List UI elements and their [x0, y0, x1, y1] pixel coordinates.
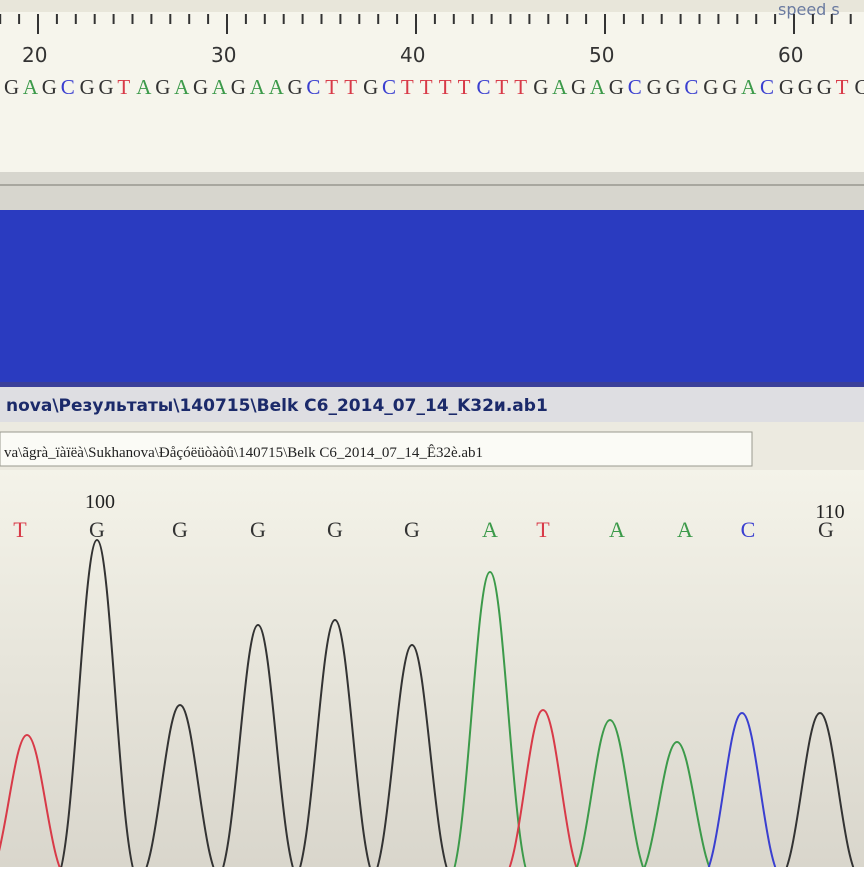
base: G [288, 75, 303, 99]
base: A [136, 75, 152, 99]
base: T [420, 75, 433, 99]
path-bar-edge [0, 382, 864, 387]
title-area [0, 210, 864, 382]
base-call: A [609, 517, 625, 542]
base: C [760, 75, 774, 99]
base: A [590, 75, 606, 99]
base: T [514, 75, 527, 99]
base: C [684, 75, 698, 99]
base-call: G [172, 517, 188, 542]
base-call: G [327, 517, 343, 542]
base: A [23, 75, 39, 99]
base: T [325, 75, 338, 99]
base: T [401, 75, 414, 99]
base: C [61, 75, 75, 99]
base-call: T [536, 517, 550, 542]
base-call: T [13, 517, 27, 542]
base: G [99, 75, 114, 99]
base: G [4, 75, 19, 99]
base: A [250, 75, 266, 99]
speed-label: speed s [778, 0, 840, 19]
base: G [193, 75, 208, 99]
base: G [722, 75, 737, 99]
base-call: C [741, 517, 756, 542]
toolbar [0, 0, 864, 12]
position-label: 100 [85, 491, 115, 513]
ruler-label: 60 [778, 43, 803, 67]
base: G [42, 75, 57, 99]
base: C [382, 75, 396, 99]
base: G [363, 75, 378, 99]
base: C [477, 75, 491, 99]
path-title: nova\Результаты\140715\Belk C6_2014_07_1… [6, 396, 548, 416]
base-call: G [250, 517, 266, 542]
base: G [155, 75, 170, 99]
base: C [628, 75, 642, 99]
base: G [647, 75, 662, 99]
screen: speed s 2030405060 GAGCGGTAGAGAGAAGCTTGC… [0, 0, 864, 867]
base: T [495, 75, 508, 99]
base: T [458, 75, 471, 99]
base: G [798, 75, 813, 99]
ruler-label: 50 [589, 43, 614, 67]
base: A [741, 75, 757, 99]
base: A [212, 75, 228, 99]
base: G [779, 75, 794, 99]
base-call: A [677, 517, 693, 542]
base: G [855, 75, 864, 99]
ruler-label: 20 [22, 43, 47, 67]
base: G [571, 75, 586, 99]
path-text: va\ãgrà_ïàïëà\Sukhanova\Đåçóëüòàòû\14071… [4, 444, 483, 461]
base: G [231, 75, 246, 99]
base: T [117, 75, 130, 99]
base-call: G [89, 517, 105, 542]
gray-band [0, 172, 864, 210]
base: G [703, 75, 718, 99]
base-call: A [482, 517, 498, 542]
base: A [269, 75, 285, 99]
chromatogram-panel [0, 470, 864, 867]
base: T [439, 75, 452, 99]
base: C [306, 75, 320, 99]
base: G [666, 75, 681, 99]
base: T [344, 75, 357, 99]
base: G [609, 75, 624, 99]
base: G [533, 75, 548, 99]
base: G [817, 75, 832, 99]
position-label: 110 [815, 501, 844, 523]
base-call: G [404, 517, 420, 542]
ruler-label: 40 [400, 43, 425, 67]
base: T [836, 75, 849, 99]
base: G [80, 75, 95, 99]
ruler-label: 30 [211, 43, 236, 67]
base: A [174, 75, 190, 99]
base: A [552, 75, 568, 99]
